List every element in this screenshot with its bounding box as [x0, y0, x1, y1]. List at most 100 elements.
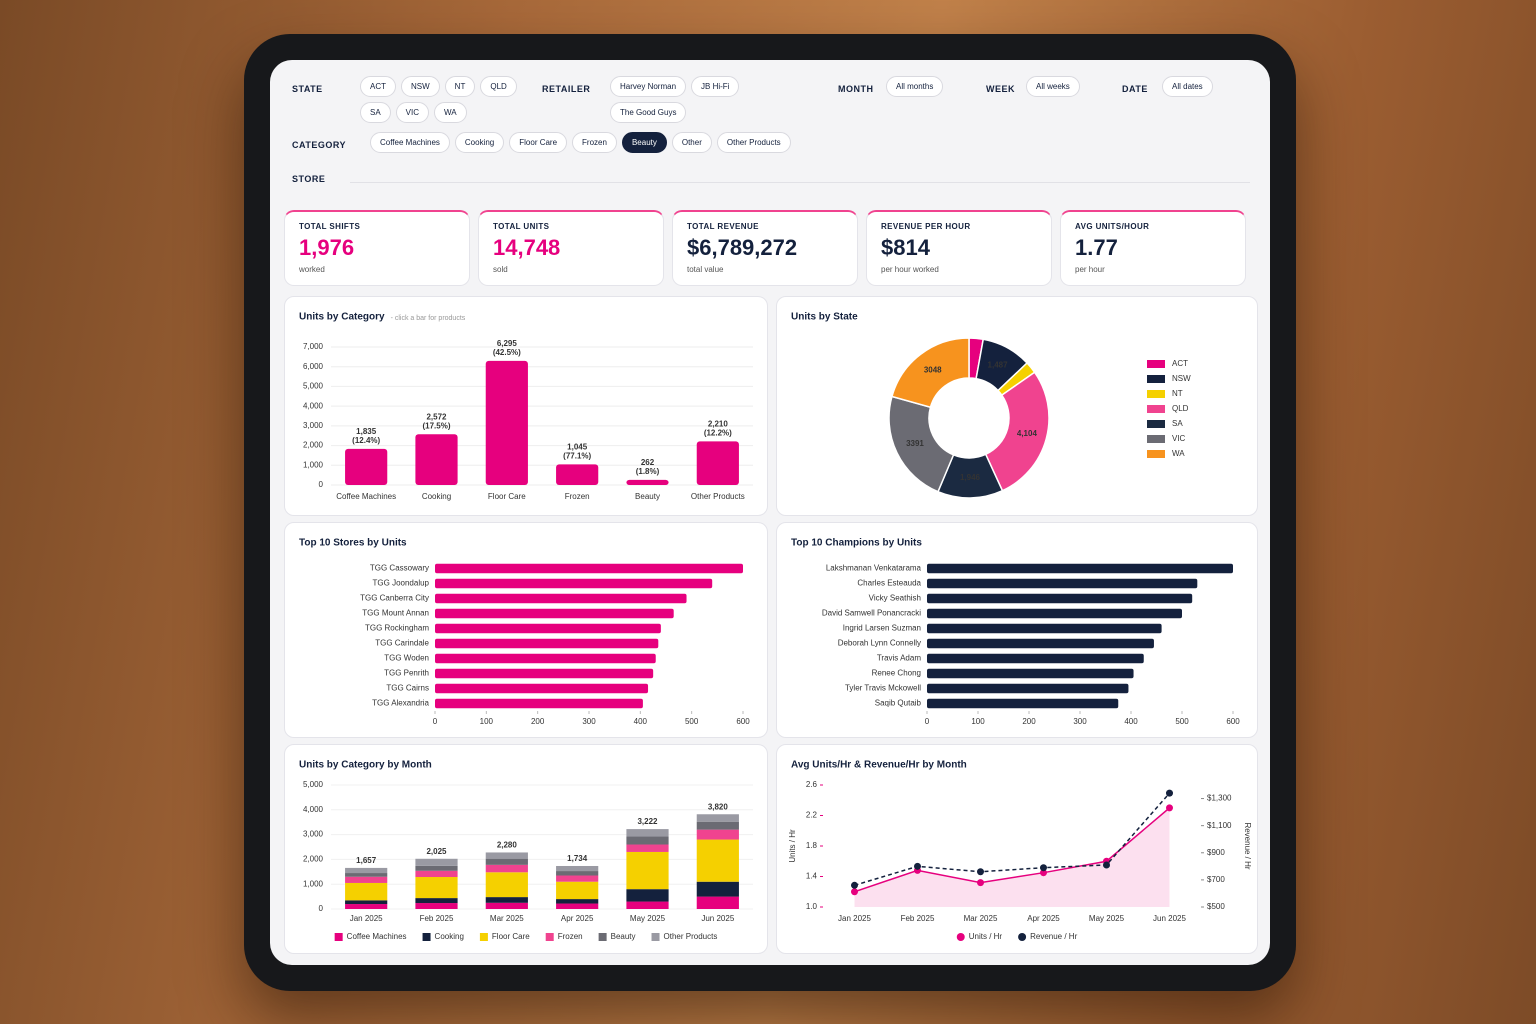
data-label: 6,295	[497, 339, 518, 348]
x-tick-label: 400	[1124, 717, 1138, 726]
data-label: 1,045	[567, 443, 588, 452]
filter-chip[interactable]: Other Products	[716, 132, 791, 153]
kpi-label: TOTAL UNITS	[493, 222, 550, 231]
bar-segment	[626, 829, 669, 837]
legend-label: Revenue / Hr	[1030, 932, 1077, 941]
x-tick-label: 500	[1175, 717, 1189, 726]
filter-label: DATE	[1122, 84, 1148, 94]
bar-segment	[556, 899, 599, 904]
x-tick-label: May 2025	[1089, 914, 1125, 923]
bar	[927, 593, 1193, 604]
bar-segment	[556, 881, 599, 900]
chart: Units by State 1,487 4,104 1,946 3391 3048 ACT…	[791, 312, 1191, 499]
legend-label: QLD	[1172, 404, 1189, 413]
filter-chip[interactable]: Harvey Norman	[610, 76, 687, 97]
filter-chip[interactable]: NT	[444, 76, 476, 97]
filter-chip[interactable]: NSW	[401, 76, 440, 97]
filter-chip[interactable]: Cooking	[454, 132, 505, 153]
y-tick-label: 1,000	[303, 460, 324, 469]
bar	[435, 638, 659, 649]
bar-segment	[556, 865, 599, 872]
x-tick-label: Cooking	[422, 492, 451, 501]
bar	[435, 578, 713, 589]
filter-chip[interactable]: Frozen	[572, 132, 617, 153]
chart-title: Units by Category by Month	[299, 760, 432, 771]
filter-chip[interactable]: ACT	[360, 76, 396, 97]
legend-label: Units / Hr	[969, 932, 1003, 941]
filter-chip[interactable]: Other	[671, 132, 712, 153]
filter-label: STATE	[292, 84, 323, 94]
filter-chip[interactable]: All weeks	[1026, 76, 1080, 97]
legend-swatch	[1018, 933, 1027, 941]
filter-chip[interactable]: WA	[434, 102, 467, 123]
bar	[435, 623, 661, 634]
kpi-card: TOTAL REVENUE $6,789,272 total value	[672, 210, 858, 286]
bar-segment	[345, 900, 388, 905]
x-tick-label: Mar 2025	[490, 914, 524, 923]
chart: Units by Category - click a bar for produ…	[299, 312, 753, 501]
data-label: 3391	[906, 439, 924, 448]
y-tick-label: TGG Mount Annan	[362, 609, 429, 618]
bar-segment	[415, 877, 458, 899]
x-tick-label: 0	[925, 717, 930, 726]
filter-chip[interactable]: SA	[360, 102, 391, 123]
x-tick-label: Jun 2025	[701, 914, 734, 923]
total-label: 3,222	[637, 817, 658, 826]
legend-swatch	[1147, 375, 1165, 383]
x-tick-label: 300	[1073, 717, 1087, 726]
bar-segment	[696, 821, 739, 830]
donut-slice	[888, 395, 955, 493]
share-label: (77.1%)	[563, 452, 591, 461]
point	[1103, 861, 1110, 869]
x-tick-label: Jun 2025	[1153, 914, 1186, 923]
filter-chip[interactable]: JB Hi-Fi	[691, 76, 740, 97]
chart-title: Units by State	[791, 312, 858, 323]
legend-label: Other Products	[664, 932, 718, 941]
donut-slice	[984, 371, 1050, 492]
y-tick-label: 4,000	[303, 805, 324, 814]
filter-chip[interactable]: The Good Guys	[610, 102, 687, 123]
filter-chip[interactable]: QLD	[480, 76, 517, 97]
y-tick-label: Renee Chong	[872, 669, 921, 678]
x-tick-label: 600	[1226, 717, 1240, 726]
chart-panel: Units by Category - click a bar for produ…	[284, 296, 768, 516]
y-tick-label: 2.6	[806, 780, 818, 789]
data-label: 1,487	[988, 360, 1009, 369]
kpi-note: total value	[687, 265, 724, 274]
bar-segment	[345, 867, 388, 874]
data-label: 3048	[924, 365, 942, 374]
filter-chip[interactable]: Floor Care	[509, 132, 568, 153]
legend-swatch	[1147, 435, 1165, 443]
bar	[435, 668, 654, 679]
y-tick-label: TGG Carindale	[375, 639, 429, 648]
x-tick-label: 200	[531, 717, 545, 726]
chart: Avg Units/Hr & Revenue/Hr by Month 1.0 1.4…	[788, 760, 1252, 941]
chart-panel: Avg Units/Hr & Revenue/Hr by Month 1.0 1.4…	[776, 744, 1258, 954]
share-label: (17.5%)	[422, 421, 450, 430]
legend-swatch	[1147, 450, 1165, 458]
y-tick-label: TGG Rockingham	[365, 624, 429, 633]
bar	[927, 638, 1154, 649]
bar	[556, 464, 599, 485]
x-tick-label: Other Products	[691, 492, 745, 501]
kpi-note: worked	[299, 265, 325, 274]
filter-chip[interactable]: All dates	[1162, 76, 1213, 97]
filter-chip[interactable]: Coffee Machines	[370, 132, 450, 153]
y-tick-label: 1.8	[806, 841, 818, 850]
x-tick-label: 300	[582, 717, 596, 726]
bar-segment	[415, 858, 458, 866]
data-label: 1,946	[960, 473, 981, 482]
chart-panel: Top 10 Stores by Units 0 100 200 300 400 500 60…	[284, 522, 768, 738]
share-label: (12.4%)	[352, 436, 380, 445]
filter-chip[interactable]: Beauty	[621, 132, 667, 153]
legend-swatch	[1147, 405, 1165, 413]
total-label: 1,734	[567, 854, 588, 863]
x-tick-label: Feb 2025	[901, 914, 935, 923]
filter-chip[interactable]: VIC	[395, 102, 430, 123]
bar	[435, 563, 743, 574]
x-tick-label: 600	[736, 717, 750, 726]
filter-chip[interactable]: All months	[886, 76, 944, 97]
y2-tick-label: $1,300	[1207, 794, 1232, 803]
bar-segment	[345, 873, 388, 877]
filter-group: Harvey Norman JB Hi-Fi The Good Guys	[610, 76, 800, 123]
